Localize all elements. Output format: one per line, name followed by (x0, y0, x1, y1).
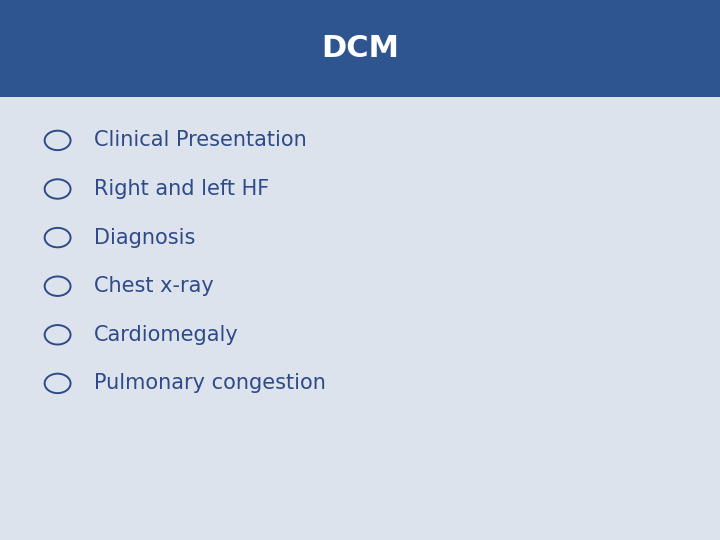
Text: DCM: DCM (321, 34, 399, 63)
FancyBboxPatch shape (0, 0, 720, 97)
Text: Pulmonary congestion: Pulmonary congestion (94, 373, 325, 394)
Text: Cardiomegaly: Cardiomegaly (94, 325, 238, 345)
Text: Diagnosis: Diagnosis (94, 227, 195, 248)
Text: Chest x-ray: Chest x-ray (94, 276, 213, 296)
Text: Right and left HF: Right and left HF (94, 179, 269, 199)
Text: Clinical Presentation: Clinical Presentation (94, 130, 306, 151)
